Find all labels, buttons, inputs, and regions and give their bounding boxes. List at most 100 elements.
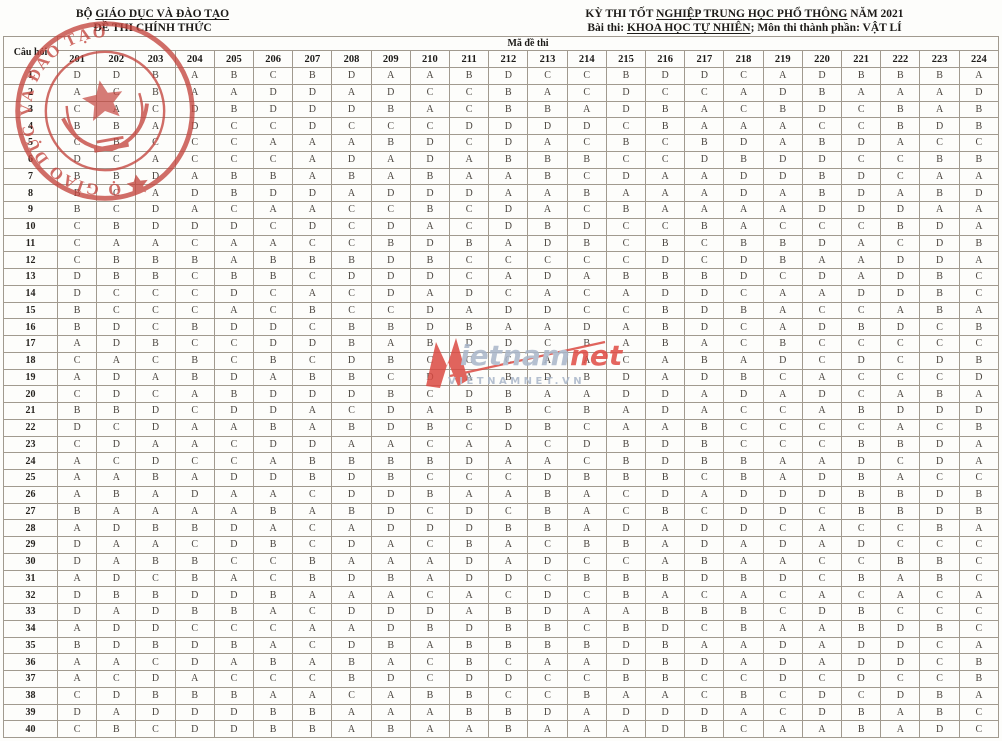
answer-cell-q26-216: D <box>645 485 686 504</box>
answer-cell-q11-205: A <box>213 234 255 253</box>
answer-cell-q40-202: B <box>96 720 137 738</box>
answer-cell-q35-203: B <box>135 636 176 655</box>
answer-cell-q22-203: D <box>135 418 176 437</box>
answer-cell-q36-208: B <box>331 653 372 671</box>
answer-row-34: 34 A D D C C C A A D B D B B C B D C B A A B D B C <box>3 619 1000 638</box>
answer-cell-q33-212: B <box>488 603 529 621</box>
answer-cell-q5-222: A <box>880 134 921 152</box>
answer-cell-q30-220: C <box>801 552 843 571</box>
answer-cell-q1-213: C <box>527 67 568 85</box>
exam-code-header-203: 203 <box>135 50 176 68</box>
answer-row-39: 39 D A D D D B B A A A B B D A D D D A C D B A B C <box>3 703 1000 722</box>
answer-cell-q12-203: B <box>135 251 176 269</box>
answer-cell-q32-214: C <box>566 586 607 604</box>
answer-cell-q30-206: C <box>253 552 294 571</box>
answer-cell-q33-223: C <box>919 603 960 621</box>
answer-cell-q39-216: D <box>645 703 686 722</box>
answer-cell-q8-219: A <box>762 184 803 202</box>
answer-cell-q20-217: A <box>684 385 725 403</box>
answer-cell-q1-204: A <box>174 67 215 85</box>
answer-cell-q12-211: C <box>449 251 490 269</box>
exam-code-header-204: 204 <box>174 50 215 68</box>
answer-cell-q13-208: D <box>331 268 372 286</box>
answer-cell-q24-202: C <box>96 452 137 470</box>
answer-cell-q24-221: D <box>841 452 882 470</box>
answer-cell-q2-207: D <box>292 83 333 102</box>
answer-cell-q29-215: B <box>605 536 647 554</box>
answer-cell-q29-214: B <box>566 536 607 554</box>
answer-cell-q21-202: B <box>96 402 137 420</box>
answer-cell-q11-221: A <box>841 234 882 253</box>
answer-cell-q20-201: C <box>56 385 98 403</box>
answer-cell-q35-213: B <box>527 636 568 655</box>
answer-cell-q34-224: C <box>958 619 1000 638</box>
answer-cell-q7-224: A <box>958 167 1000 186</box>
answer-cell-q13-218: D <box>723 268 764 286</box>
answer-cell-q2-214: C <box>566 83 607 102</box>
answer-cell-q33-204: B <box>174 603 215 621</box>
answer-cell-q1-210: A <box>409 67 451 85</box>
answer-cell-q22-206: B <box>253 418 294 437</box>
answer-cell-q11-210: D <box>409 234 451 253</box>
answer-cell-q4-221: C <box>841 117 882 135</box>
answer-cell-q11-211: B <box>449 234 490 253</box>
answer-row-32: 32 D B B D D B A A A C A C D C B A C A C A C A C A <box>3 586 1000 604</box>
answer-cell-q20-221: C <box>841 385 882 403</box>
answer-cell-q21-206: D <box>253 402 294 420</box>
answer-cell-q5-204: C <box>174 134 215 152</box>
answer-cell-q29-219: D <box>762 536 803 554</box>
answer-cell-q37-224: B <box>958 670 1000 688</box>
answer-cell-q22-210: B <box>409 418 451 437</box>
answer-row-24: 24 A C D C C A B B B B D A A C B D B B A A D C D A <box>3 452 1000 470</box>
answer-cell-q35-218: A <box>723 636 764 655</box>
answer-cell-q10-202: B <box>96 217 137 236</box>
answer-cell-q9-216: A <box>645 201 686 219</box>
answer-cell-q3-221: C <box>841 100 882 119</box>
answer-cell-q25-212: C <box>488 469 529 487</box>
answer-cell-q4-209: C <box>370 117 411 135</box>
answer-cell-q5-213: A <box>527 134 568 152</box>
answer-cell-q21-215: A <box>605 402 647 420</box>
answer-cell-q16-218: C <box>723 318 764 336</box>
answer-cell-q36-201: A <box>56 653 98 671</box>
answer-cell-q8-220: B <box>801 184 843 202</box>
answer-cell-q9-212: D <box>488 201 529 219</box>
exam-title: KỲ THI TỐT NGHIỆP TRUNG HỌC PHỔ THÔNG NĂ… <box>585 8 904 20</box>
answer-cell-q26-204: D <box>174 485 215 504</box>
answer-cell-q21-213: C <box>527 402 568 420</box>
answer-cell-q36-218: A <box>723 653 764 671</box>
answer-row-14: 14 D C C C D C A C D A D C A C A D D C A A D D B C <box>3 284 1000 303</box>
answer-cell-q20-223: B <box>919 385 960 403</box>
answer-cell-q15-222: A <box>880 301 921 320</box>
answer-cell-q7-210: B <box>409 167 451 186</box>
question-number: 35 <box>3 636 58 655</box>
answer-cell-q10-208: C <box>331 217 372 236</box>
answer-cell-q21-219: C <box>762 402 803 420</box>
answer-cell-q33-208: D <box>331 603 372 621</box>
answer-cell-q12-207: B <box>292 251 333 269</box>
answer-cell-q3-208: D <box>331 100 372 119</box>
answer-cell-q39-220: D <box>801 703 843 722</box>
answer-cell-q32-201: D <box>56 586 98 604</box>
answer-cell-q10-211: C <box>449 217 490 236</box>
answer-cell-q11-224: B <box>958 234 1000 253</box>
answer-cell-q34-211: D <box>449 619 490 638</box>
answer-cell-q17-219: B <box>762 335 803 353</box>
answer-cell-q17-212: D <box>488 335 529 353</box>
answer-cell-q2-219: D <box>762 83 803 102</box>
answer-cell-q18-202: A <box>96 351 137 370</box>
answer-cell-q39-203: D <box>135 703 176 722</box>
answer-cell-q17-222: C <box>880 335 921 353</box>
answer-cell-q8-203: A <box>135 184 176 202</box>
answer-cell-q1-205: B <box>213 67 255 85</box>
answer-cell-q20-218: D <box>723 385 764 403</box>
exam-code-header-216: 216 <box>645 50 686 68</box>
answer-cell-q25-221: B <box>841 469 882 487</box>
answer-cell-q34-208: A <box>331 619 372 638</box>
answer-cell-q14-224: C <box>958 284 1000 303</box>
answer-cell-q22-214: C <box>566 418 607 437</box>
answer-cell-q19-210: D <box>409 368 451 387</box>
answer-cell-q12-219: B <box>762 251 803 269</box>
